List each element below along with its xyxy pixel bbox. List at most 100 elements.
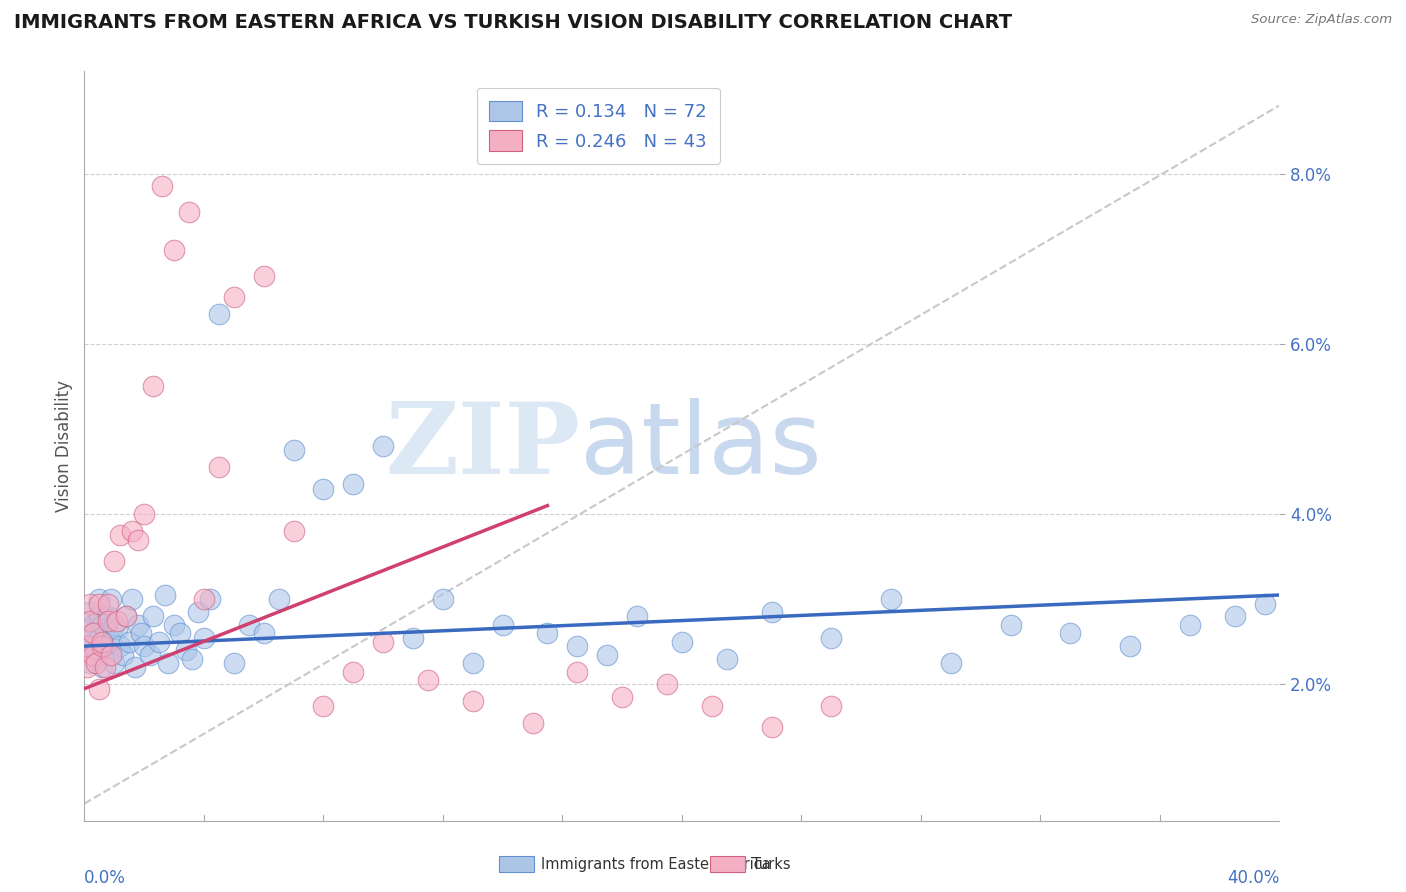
Point bbox=[97, 648, 120, 662]
Point bbox=[716, 652, 738, 666]
Text: Immigrants from Eastern Africa: Immigrants from Eastern Africa bbox=[541, 857, 770, 871]
Point bbox=[124, 660, 146, 674]
Point bbox=[94, 660, 117, 674]
Point bbox=[142, 609, 165, 624]
Point bbox=[94, 639, 117, 653]
Point bbox=[283, 443, 305, 458]
Point bbox=[142, 379, 165, 393]
Point bbox=[79, 656, 101, 670]
Point bbox=[208, 460, 231, 475]
Point bbox=[373, 439, 395, 453]
Point bbox=[163, 617, 186, 632]
Text: ZIP: ZIP bbox=[385, 398, 581, 494]
Point bbox=[567, 665, 589, 679]
Point bbox=[97, 609, 120, 624]
Point bbox=[118, 635, 141, 649]
Point bbox=[461, 656, 484, 670]
Point bbox=[1253, 597, 1275, 611]
Point bbox=[100, 648, 122, 662]
Point bbox=[100, 592, 122, 607]
Point bbox=[157, 656, 180, 670]
Text: atlas: atlas bbox=[581, 398, 823, 494]
Point bbox=[148, 635, 170, 649]
Point bbox=[169, 626, 191, 640]
Point bbox=[91, 639, 114, 653]
Point bbox=[402, 631, 425, 645]
Point bbox=[89, 631, 111, 645]
Text: IMMIGRANTS FROM EASTERN AFRICA VS TURKISH VISION DISABILITY CORRELATION CHART: IMMIGRANTS FROM EASTERN AFRICA VS TURKIS… bbox=[14, 13, 1012, 32]
Point bbox=[312, 698, 335, 713]
Point bbox=[79, 605, 101, 619]
Point bbox=[187, 605, 209, 619]
Point bbox=[416, 673, 439, 687]
Point bbox=[432, 592, 454, 607]
Text: Turks: Turks bbox=[752, 857, 790, 871]
Point bbox=[150, 179, 173, 194]
Point bbox=[177, 205, 200, 219]
Point bbox=[82, 648, 104, 662]
Point bbox=[97, 614, 120, 628]
Legend: R = 0.134   N = 72, R = 0.246   N = 43: R = 0.134 N = 72, R = 0.246 N = 43 bbox=[477, 88, 720, 164]
Text: 0.0%: 0.0% bbox=[84, 870, 127, 888]
Point bbox=[76, 639, 98, 653]
Point bbox=[761, 605, 783, 619]
Point bbox=[283, 524, 305, 538]
Point bbox=[222, 290, 245, 304]
Point bbox=[76, 622, 98, 636]
Point bbox=[89, 592, 111, 607]
Point bbox=[253, 626, 276, 640]
Text: 40.0%: 40.0% bbox=[1227, 870, 1279, 888]
Point bbox=[536, 626, 558, 640]
Point bbox=[238, 617, 260, 632]
Point bbox=[110, 528, 132, 542]
Point bbox=[626, 609, 648, 624]
Point bbox=[103, 656, 125, 670]
Point bbox=[105, 614, 128, 628]
Point bbox=[91, 635, 114, 649]
Point bbox=[342, 665, 364, 679]
Point bbox=[939, 656, 962, 670]
Point bbox=[222, 656, 245, 670]
Point bbox=[132, 639, 156, 653]
Point bbox=[1000, 617, 1022, 632]
Point bbox=[1178, 617, 1201, 632]
Point bbox=[174, 643, 197, 657]
Point bbox=[820, 698, 842, 713]
Point bbox=[139, 648, 162, 662]
Point bbox=[79, 597, 101, 611]
Point bbox=[121, 524, 143, 538]
Point bbox=[373, 635, 395, 649]
Point bbox=[1223, 609, 1246, 624]
Point bbox=[132, 507, 156, 521]
Point bbox=[461, 694, 484, 708]
Point bbox=[1119, 639, 1142, 653]
Point bbox=[115, 609, 138, 624]
Point bbox=[671, 635, 693, 649]
Point bbox=[253, 268, 276, 283]
Point bbox=[82, 626, 104, 640]
Point bbox=[522, 715, 544, 730]
Point bbox=[127, 617, 149, 632]
Point bbox=[193, 631, 215, 645]
Text: Source: ZipAtlas.com: Source: ZipAtlas.com bbox=[1251, 13, 1392, 27]
Point bbox=[1059, 626, 1081, 640]
Point bbox=[700, 698, 723, 713]
Point bbox=[82, 617, 104, 632]
Point bbox=[86, 656, 108, 670]
Point bbox=[596, 648, 619, 662]
Point bbox=[82, 626, 104, 640]
Point bbox=[103, 554, 125, 568]
Point bbox=[89, 681, 111, 696]
Point bbox=[103, 617, 125, 632]
Point bbox=[100, 635, 122, 649]
Point bbox=[112, 648, 135, 662]
Point bbox=[163, 243, 186, 257]
Point bbox=[115, 609, 138, 624]
Point bbox=[761, 720, 783, 734]
Point bbox=[193, 592, 215, 607]
Point bbox=[198, 592, 221, 607]
Point bbox=[91, 617, 114, 632]
Point bbox=[129, 626, 152, 640]
Point bbox=[105, 622, 128, 636]
Point bbox=[86, 652, 108, 666]
